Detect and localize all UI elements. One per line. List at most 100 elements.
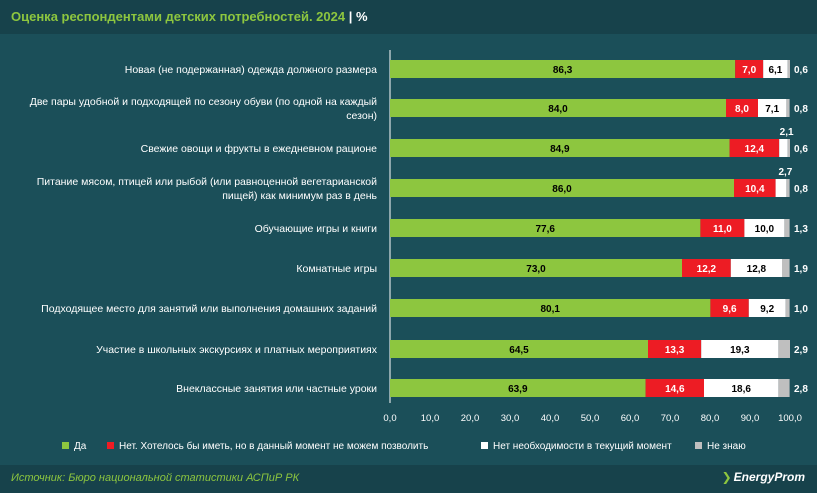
bar-yes — [390, 259, 682, 277]
data-label-yes: 64,5 — [509, 345, 529, 356]
bar-no_afford — [726, 99, 758, 117]
data-label-no_afford: 7,0 — [742, 65, 756, 76]
bar-no_need — [763, 60, 788, 78]
x-tick-label: 100,0 — [778, 413, 802, 424]
data-label-no-need: 2,7 — [778, 167, 792, 178]
bar-no_need — [701, 340, 779, 358]
bar-dont_know — [786, 179, 790, 197]
bar-dont_know — [785, 299, 790, 317]
data-label-dont-know: 0,8 — [794, 104, 808, 115]
data-label-no_need: 9,2 — [760, 304, 774, 315]
data-label-yes: 73,0 — [526, 264, 546, 275]
bar-no_need — [775, 179, 787, 197]
category-label: Подходящее место для занятий или выполне… — [41, 303, 377, 315]
bar-dont_know — [787, 139, 790, 157]
bar-yes — [390, 179, 734, 197]
category-label: пищей) как минимум раз в день — [222, 190, 377, 202]
unit-label: % — [355, 9, 368, 24]
data-label-no-need: 2,1 — [780, 127, 794, 138]
bar-dont_know — [786, 99, 790, 117]
category-label: Свежие овощи и фрукты в ежедневном рацио… — [141, 143, 378, 155]
bar-no_need — [730, 259, 782, 277]
title-separator: | — [348, 9, 353, 24]
data-label-no_need: 19,3 — [730, 345, 750, 356]
data-label-dont-know: 0,6 — [794, 65, 808, 76]
bar-no_need — [758, 99, 787, 117]
bar-no_need — [779, 139, 788, 157]
data-label-yes: 86,0 — [552, 184, 572, 195]
legend-label-no_need: Нет необходимости в текущий момент — [493, 440, 672, 452]
bar-dont_know — [778, 379, 790, 397]
bar-yes — [390, 139, 730, 157]
bar-yes — [390, 219, 701, 237]
category-label: Новая (не подержанная) одежда должного р… — [125, 64, 377, 76]
data-label-no_afford: 8,0 — [735, 104, 749, 115]
bar-no_afford — [645, 379, 704, 397]
bar-yes — [390, 340, 648, 358]
bar-dont_know — [787, 60, 790, 78]
bar-yes — [390, 299, 711, 317]
data-label-yes: 77,6 — [535, 224, 555, 235]
data-label-dont-know: 0,6 — [794, 144, 808, 155]
x-tick-label: 80,0 — [701, 413, 720, 424]
data-label-no_afford: 9,6 — [723, 304, 737, 315]
bar-no_afford — [734, 179, 776, 197]
bar-yes — [390, 99, 726, 117]
data-label-dont-know: 1,3 — [794, 224, 808, 235]
bar-no_need — [744, 219, 785, 237]
bar-dont_know — [782, 259, 790, 277]
x-tick-label: 70,0 — [661, 413, 680, 424]
legend-label-dont_know: Не знаю — [707, 441, 746, 452]
data-label-no_need: 10,0 — [755, 224, 775, 235]
source-note: Источник: Бюро национальной статистики А… — [11, 472, 300, 484]
data-label-no_afford: 13,3 — [665, 345, 685, 356]
bar-yes — [390, 379, 646, 397]
chart-title: Оценка респондентами детских потребносте… — [11, 9, 368, 24]
bar-no_afford — [729, 139, 780, 157]
data-label-dont-know: 1,0 — [794, 304, 808, 315]
data-label-dont-know: 2,8 — [794, 384, 808, 395]
footer-bar: Источник: Бюро национальной статистики А… — [0, 465, 817, 493]
x-tick-label: 30,0 — [501, 413, 520, 424]
legend-swatch-no_need — [481, 442, 488, 449]
x-tick-label: 50,0 — [581, 413, 600, 424]
x-tick-label: 20,0 — [461, 413, 480, 424]
category-label: Участие в школьных экскурсиях и платных … — [96, 344, 378, 356]
x-tick-label: 10,0 — [421, 413, 440, 424]
data-label-no_afford: 14,6 — [665, 384, 685, 395]
title-bar: Оценка респондентами детских потребносте… — [0, 0, 817, 34]
bar-dont_know — [778, 340, 790, 358]
category-label: Питание мясом, птицей или рыбой (или рав… — [37, 176, 377, 188]
data-label-yes: 84,9 — [550, 144, 570, 155]
logo-mark-icon: ❯ — [721, 470, 732, 484]
x-tick-label: 90,0 — [741, 413, 760, 424]
bar-no_afford — [682, 259, 731, 277]
bar-no_afford — [648, 340, 702, 358]
data-label-dont-know: 0,8 — [794, 184, 808, 195]
legend-swatch-dont_know — [695, 442, 702, 449]
data-label-no_afford: 12,2 — [697, 264, 717, 275]
brand-logo: ❯ EnergyProm — [722, 470, 805, 484]
chart-area: Новая (не подержанная) одежда должного р… — [30, 50, 808, 452]
data-label-no_need: 18,6 — [731, 384, 751, 395]
category-label: Обучающие игры и книги — [255, 223, 378, 235]
logo-text: EnergyProm — [733, 470, 805, 484]
legend-swatch-no_afford — [107, 442, 114, 449]
chart-title-text: Оценка респондентами детских потребносте… — [11, 9, 346, 24]
legend-label-yes: Да — [74, 441, 87, 452]
bar-no_need — [704, 379, 779, 397]
data-label-no_afford: 10,4 — [745, 184, 765, 195]
data-label-no_need: 7,1 — [765, 104, 779, 115]
legend-label-no_afford: Нет. Хотелось бы иметь, но в данный моме… — [119, 440, 428, 452]
data-label-yes: 80,1 — [540, 304, 560, 315]
bar-no_need — [748, 299, 786, 317]
category-label: Комнатные игры — [296, 263, 377, 275]
data-label-dont-know: 2,9 — [794, 345, 808, 356]
bar-no_afford — [735, 60, 764, 78]
category-label: Внеклассные занятия или частные уроки — [176, 383, 377, 395]
category-label: сезон) — [346, 110, 377, 122]
data-label-no_need: 12,8 — [747, 264, 767, 275]
data-label-no_afford: 12,4 — [745, 144, 765, 155]
bar-no_afford — [700, 219, 745, 237]
bar-no_afford — [710, 299, 749, 317]
